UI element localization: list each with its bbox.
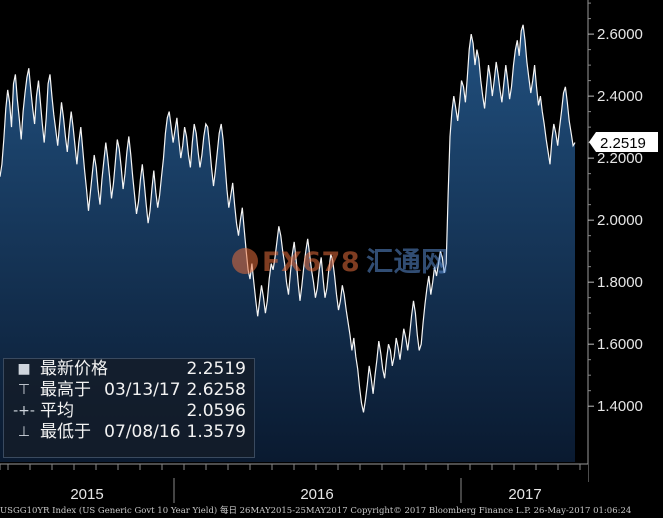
series-area xyxy=(0,24,575,463)
legend-value-group: 2.2519 xyxy=(187,359,246,380)
legend-label: 最新价格 xyxy=(40,359,108,379)
last-value-tag xyxy=(589,132,658,153)
legend-marker-icon: -+- xyxy=(13,403,35,419)
x-tick-label: 2016 xyxy=(300,486,333,503)
legend-marker-icon: ■ xyxy=(17,361,31,377)
legend-marker-icon: ⊤ xyxy=(17,382,31,398)
fx678-logo-icon xyxy=(232,248,258,274)
y-tick-label: 2.6000 xyxy=(597,26,643,43)
legend-value-group: 03/13/17 2.6258 xyxy=(104,380,246,401)
y-axis: 1.4000 1.6000 1.8000 2.0000 2.2000 2.4000 2.60… xyxy=(587,0,663,482)
y-tick-label: 2.0000 xyxy=(597,212,643,229)
plot-area xyxy=(0,24,576,463)
legend-value-group: 2.0596 xyxy=(187,401,246,422)
x-axis: 2015 2016 2017 xyxy=(0,463,588,504)
watermark: FX678 汇通网 xyxy=(232,240,449,279)
legend-label: 最低于 xyxy=(40,422,91,442)
legend-value: 2.0596 xyxy=(186,401,246,421)
y-tick-label: 1.6000 xyxy=(597,336,643,353)
series-line xyxy=(0,24,576,413)
x-axis-panel xyxy=(0,464,588,504)
legend-date: 07/08/16 xyxy=(104,422,181,442)
legend-row: -+- 平均 2.0596 xyxy=(4,401,254,422)
legend-row: ⊤ 最高于 03/13/17 2.6258 xyxy=(4,380,254,401)
stats-legend: ■ 最新价格 2.2519 ⊤ 最高于 03/13/17 2.6258 -+- 平均 2.0596… xyxy=(3,358,255,458)
legend-label: 最高于 xyxy=(40,380,91,400)
legend-date: 03/13/17 xyxy=(104,380,181,400)
legend-value-group: 07/08/16 1.3579 xyxy=(104,422,246,443)
watermark-text: FX678 xyxy=(262,247,361,278)
x-tick-label: 2017 xyxy=(508,486,541,503)
y-tick-label: 1.4000 xyxy=(597,398,643,415)
x-tick-label: 2015 xyxy=(70,486,103,503)
legend-value: 1.3579 xyxy=(186,422,246,442)
y-tick-label: 1.8000 xyxy=(597,274,643,291)
footer-source: USGG10YR Index (US Generic Govt 10 Year … xyxy=(0,504,663,518)
legend-value: 2.6258 xyxy=(186,380,246,400)
last-value-label: 2.2519 xyxy=(600,135,646,152)
y-axis-panel xyxy=(588,0,663,482)
legend-marker-icon: ⊥ xyxy=(17,424,31,440)
legend-row: ⊥ 最低于 07/08/16 1.3579 xyxy=(4,422,254,443)
legend-label: 平均 xyxy=(40,401,74,421)
legend-row: ■ 最新价格 2.2519 xyxy=(4,359,254,380)
watermark-cn: 汇通网 xyxy=(366,247,449,278)
y-tick-label: 2.2000 xyxy=(597,150,643,167)
y-tick-label: 2.4000 xyxy=(597,88,643,105)
legend-value: 2.2519 xyxy=(186,359,246,379)
